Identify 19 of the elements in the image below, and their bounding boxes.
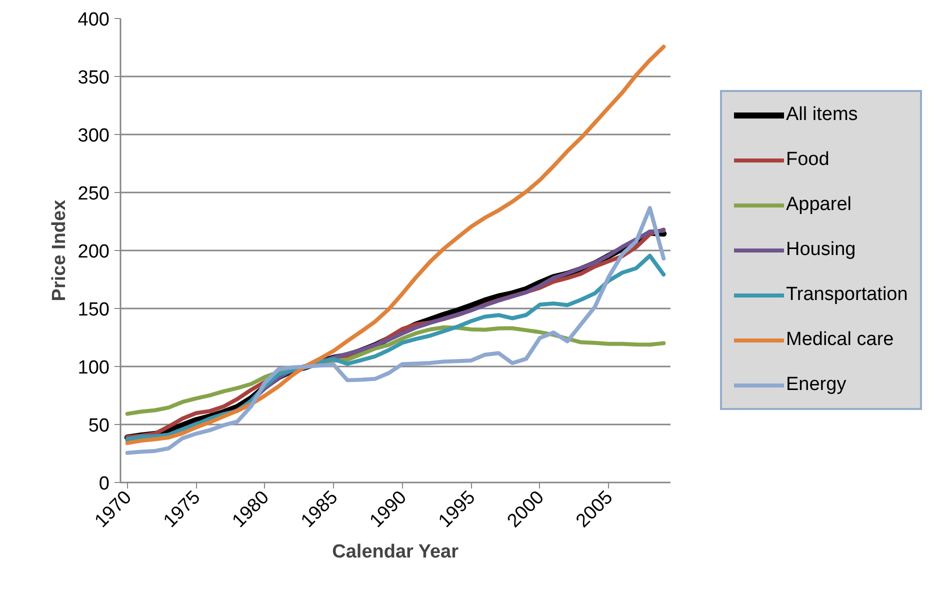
y-tick-label: 100 [78, 358, 110, 378]
y-axis-title: Price Index [48, 199, 70, 302]
legend-label: Food [786, 149, 830, 171]
y-tick-label: 400 [78, 10, 110, 30]
legend-label: Housing [786, 239, 856, 261]
y-tick-label: 350 [78, 68, 110, 88]
legend-label: Medical care [786, 329, 894, 351]
y-tick-label: 150 [78, 300, 110, 320]
legend-label: Apparel [786, 194, 852, 216]
y-tick-label: 300 [78, 126, 110, 146]
y-tick-label: 0 [98, 474, 110, 494]
legend-label: Energy [786, 374, 846, 396]
y-tick-label: 250 [78, 184, 110, 204]
legend-label: All items [786, 104, 858, 126]
legend-label: Transportation [786, 284, 908, 306]
y-tick-label: 50 [88, 416, 110, 436]
y-tick-label: 200 [78, 242, 110, 262]
x-axis-title: Calendar Year [332, 541, 460, 562]
line-series [125, 44, 666, 446]
